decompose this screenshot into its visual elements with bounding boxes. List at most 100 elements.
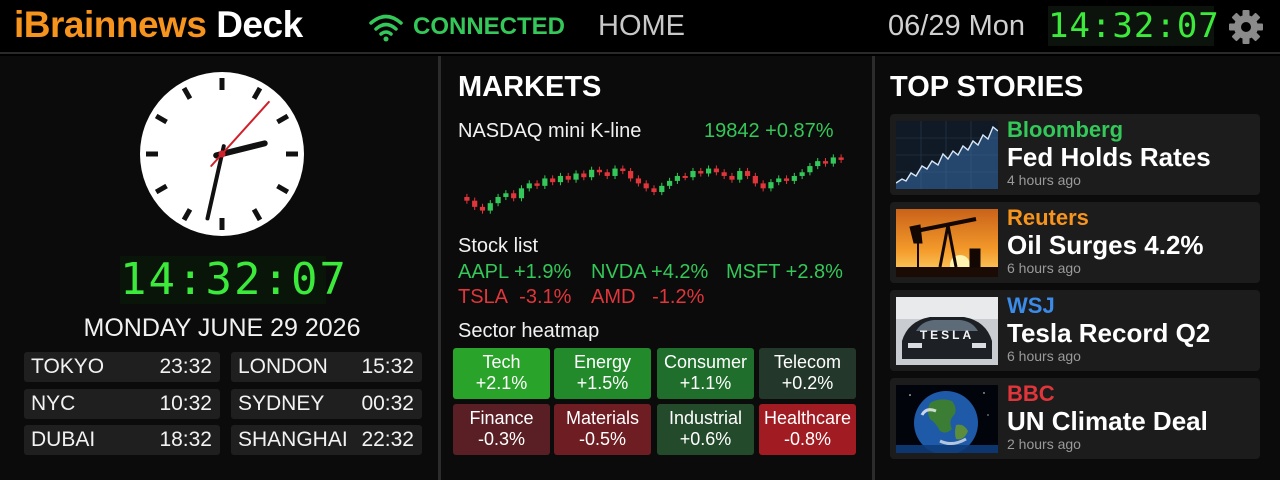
sector-tile-finance[interactable]: Finance -0.3% — [453, 404, 550, 455]
header-date: 06/29 Mon — [888, 10, 1026, 42]
world-clock-london: LONDON 15:32 — [231, 352, 422, 382]
header-bar: iBrainnews Deck CONNECTED HOME 06/29 Mon… — [0, 0, 1280, 54]
sector-change: -0.3% — [477, 429, 526, 449]
sector-tile-materials[interactable]: Materials -0.5% — [554, 404, 651, 455]
story-headline: Oil Surges 4.2% — [1007, 230, 1204, 260]
world-clock-shanghai: SHANGHAI 22:32 — [231, 425, 422, 455]
sector-tile-telecom[interactable]: Telecom +0.2% — [759, 348, 856, 399]
candle-body — [838, 157, 844, 160]
sector-name: Telecom — [773, 352, 842, 372]
story-headline: UN Climate Deal — [1007, 406, 1208, 436]
sector-change: +0.2% — [781, 373, 834, 393]
world-clock-time: 18:32 — [159, 428, 212, 451]
story-time: 6 hours ago — [1007, 348, 1081, 364]
sector-change: +0.6% — [679, 429, 732, 449]
world-clock-time: 22:32 — [361, 428, 414, 451]
minute-hand — [205, 144, 226, 221]
candle-body — [620, 168, 626, 172]
stories-title: TOP STORIES — [890, 71, 1084, 103]
story-card[interactable]: Bloomberg Fed Holds Rates 4 hours ago — [890, 114, 1260, 195]
stock-tsla[interactable]: TSLA -3.1% — [458, 286, 571, 309]
connection-status: CONNECTED — [413, 13, 566, 40]
stock-amd[interactable]: AMD -1.2% — [591, 286, 704, 309]
clock-tick — [181, 86, 193, 100]
story-card[interactable]: BBC UN Climate Deal 2 hours ago — [890, 378, 1260, 459]
candle-body — [526, 183, 532, 189]
story-card[interactable]: Reuters Oil Surges 4.2% 6 hours ago — [890, 202, 1260, 283]
story-headline: Tesla Record Q2 — [1007, 318, 1211, 348]
candle-body — [830, 157, 836, 164]
stock-change: -1.2% — [652, 286, 705, 308]
sector-tile-industrial[interactable]: Industrial +0.6% — [657, 404, 754, 455]
earth-thumbnail — [896, 385, 998, 453]
analog-clock — [140, 72, 304, 236]
stock-nvda[interactable]: NVDA +4.2% — [591, 261, 708, 284]
candle-body — [550, 178, 556, 183]
markets-title: MARKETS — [458, 71, 602, 103]
stock-change: +2.8% — [785, 261, 843, 283]
candle-body — [752, 175, 758, 184]
clock-tick — [154, 113, 168, 125]
candle-body — [729, 175, 735, 180]
sector-tile-consumer[interactable]: Consumer +1.1% — [657, 348, 754, 399]
candle-body — [737, 171, 743, 180]
candle-body — [698, 171, 704, 174]
sector-tile-energy[interactable]: Energy +1.5% — [554, 348, 651, 399]
sector-tile-tech[interactable]: Tech +2.1% — [453, 348, 550, 399]
clock-tick — [251, 86, 263, 100]
story-time: 2 hours ago — [1007, 436, 1081, 452]
stock-symbol: NVDA — [591, 261, 646, 283]
app-title: iBrainnews Deck — [14, 4, 303, 46]
stock-list-label: Stock list — [458, 235, 539, 257]
sector-name: Tech — [482, 352, 521, 372]
candle-body — [822, 161, 829, 164]
candle-body — [503, 193, 509, 197]
world-clock-city: LONDON — [238, 355, 328, 378]
candle-body — [659, 185, 665, 193]
story-time: 6 hours ago — [1007, 260, 1081, 276]
candle-body — [807, 166, 813, 173]
stock-msft[interactable]: MSFT +2.8% — [726, 261, 843, 284]
candle-body — [705, 168, 712, 174]
candle-body — [612, 168, 618, 176]
candle-body — [565, 175, 571, 180]
candle-body — [464, 196, 470, 201]
kline-chart — [464, 154, 844, 214]
long-date: MONDAY JUNE 29 2026 — [83, 314, 361, 342]
stock-symbol: AAPL — [458, 261, 509, 283]
tesla-car-thumbnail: TESLA — [896, 297, 998, 365]
candle-body — [581, 173, 587, 178]
world-clock-city: NYC — [31, 392, 76, 415]
sector-change: +2.1% — [475, 373, 528, 393]
candle-body — [495, 196, 501, 204]
candle-body — [511, 193, 517, 199]
candle-body — [768, 182, 774, 189]
nav-home-link[interactable]: HOME — [598, 10, 685, 42]
clock-tick — [251, 208, 263, 222]
candle-body — [783, 178, 790, 181]
sector-change: +1.5% — [576, 373, 629, 393]
clock-tick — [181, 208, 193, 222]
world-clock-city: DUBAI — [31, 428, 96, 451]
sector-name: Finance — [469, 408, 534, 428]
chart-thumbnail — [896, 121, 998, 189]
stock-change: -3.1% — [519, 286, 572, 308]
gear-icon[interactable] — [1228, 9, 1264, 45]
brand-part2: Deck — [216, 4, 303, 45]
world-clock-city: TOKYO — [31, 355, 105, 378]
world-clock-time: 10:32 — [159, 392, 212, 415]
sector-tile-healthcare[interactable]: Healthcare -0.8% — [759, 404, 856, 455]
digital-clock: 14:32:07 — [120, 254, 348, 305]
story-card[interactable]: TESLA WSJ Tesla Record Q2 6 hours ago — [890, 290, 1260, 371]
candle-body — [815, 161, 821, 167]
candle-body — [666, 180, 673, 186]
world-clock-tokyo: TOKYO 23:32 — [24, 352, 220, 382]
world-clock-time: 15:32 — [361, 355, 414, 378]
world-clock-time: 23:32 — [159, 355, 212, 378]
world-clock-sydney: SYDNEY 00:32 — [231, 389, 422, 419]
candle-body — [518, 188, 525, 199]
kline-label: NASDAQ mini K-line — [458, 120, 642, 142]
stock-aapl[interactable]: AAPL +1.9% — [458, 261, 571, 284]
stock-symbol: AMD — [591, 286, 636, 308]
candle-body — [604, 172, 610, 176]
